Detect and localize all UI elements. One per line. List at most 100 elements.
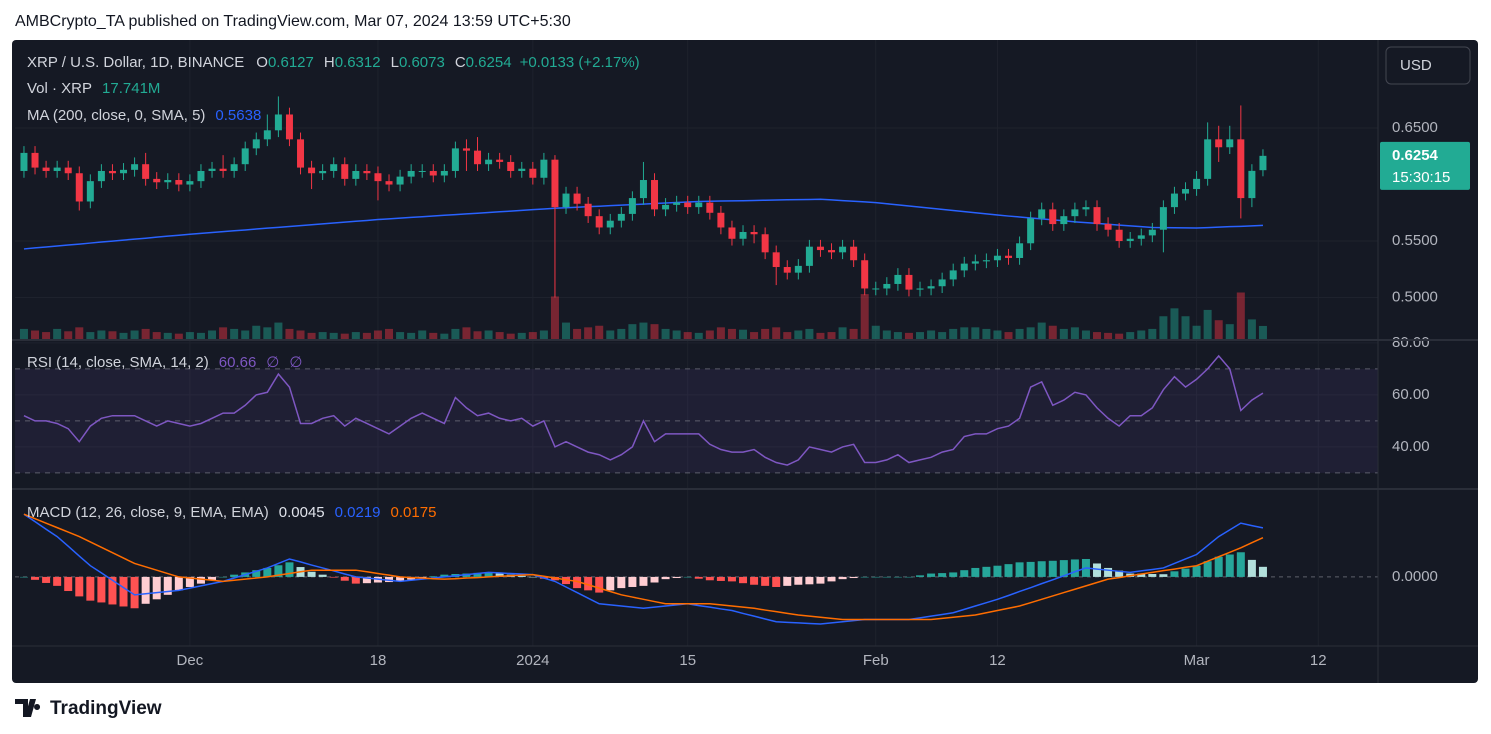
candle-body (828, 250, 836, 253)
currency-button[interactable] (1385, 46, 1471, 85)
histogram-bar (252, 570, 261, 577)
candle-body (374, 173, 382, 182)
candle-body (606, 220, 614, 228)
candle-body (352, 170, 360, 179)
candle-body (1016, 243, 1024, 258)
volume-bar (473, 331, 482, 340)
histogram-bar (949, 572, 958, 577)
histogram-bar (362, 576, 371, 584)
candle-body (717, 212, 725, 228)
volume-bar (1026, 327, 1035, 340)
histogram-bar (86, 576, 95, 601)
histogram-bar (761, 576, 770, 586)
volume-bar (108, 331, 117, 340)
volume-bar (683, 332, 692, 340)
histogram-bar (1015, 562, 1024, 577)
volume-bar (1126, 332, 1135, 340)
histogram-bar (141, 576, 150, 604)
candle-body (86, 181, 94, 202)
histogram-bar (484, 572, 493, 577)
y-tick-label: 80.00 (1392, 334, 1430, 351)
candle-body (1115, 229, 1123, 242)
volume-bar (716, 327, 725, 340)
histogram-bar (971, 567, 980, 577)
volume-bar (860, 294, 869, 340)
candle-body (1104, 224, 1112, 230)
volume-bar (362, 332, 371, 340)
volume-bar (904, 332, 913, 340)
volume-bar (152, 332, 161, 340)
volume-bar (1247, 319, 1256, 340)
candle-body (872, 288, 880, 290)
candle-body (1193, 178, 1201, 190)
volume-bar (783, 332, 792, 340)
volume-bar (772, 327, 781, 340)
histogram-bar (42, 576, 51, 583)
volume-bar (495, 332, 504, 340)
histogram-bar (794, 576, 803, 585)
volume-bar (628, 324, 637, 340)
candle-body (794, 265, 802, 273)
volume-bar (805, 328, 814, 340)
histogram-bar (31, 576, 40, 580)
candle-body (529, 168, 537, 178)
volume-bar (528, 332, 537, 340)
histogram-bar (163, 576, 172, 595)
macd-line (23, 513, 1264, 621)
histogram-bar (108, 576, 117, 605)
candle-body (274, 114, 282, 131)
candle-body (960, 263, 968, 271)
candle-body (1005, 255, 1013, 258)
histogram-bar (528, 576, 537, 578)
x-tick-label: Mar (1184, 652, 1210, 669)
histogram-bar (1070, 559, 1079, 577)
candle-body (1159, 207, 1167, 230)
histogram-bar (727, 576, 736, 582)
histogram-bar (827, 576, 836, 582)
candle-body (761, 234, 769, 253)
x-tick-label: Dec (177, 652, 204, 669)
candle-body (451, 148, 459, 171)
candle-body (75, 173, 83, 202)
candle-body (153, 178, 161, 183)
candle-body (31, 152, 39, 168)
ohlc-key: H (324, 54, 335, 71)
histogram-bar (174, 576, 183, 591)
last-price: 0.6254 (1392, 147, 1439, 164)
volume-bar (1115, 333, 1124, 340)
candle-body (905, 274, 913, 290)
volume-bar (672, 330, 681, 340)
candle-body (1215, 139, 1223, 148)
candle-body (1137, 235, 1145, 239)
volume-bar (75, 327, 84, 340)
volume-bar (562, 322, 571, 340)
candle-body (1182, 189, 1190, 194)
histogram-bar (1026, 561, 1035, 577)
volume-bar (31, 330, 40, 340)
candle-body (595, 216, 603, 228)
candle-body (230, 164, 238, 171)
candle-body (64, 167, 72, 174)
volume-bar (595, 325, 604, 340)
y-tick-label: 0.5000 (1392, 288, 1438, 305)
x-tick-label: 18 (370, 652, 387, 669)
volume-bar (739, 329, 748, 340)
histogram-bar (750, 576, 759, 585)
candle-body (883, 283, 891, 289)
candle-body (1093, 207, 1101, 225)
histogram-bar (893, 576, 902, 578)
histogram-bar (849, 576, 858, 579)
volume-bar (429, 332, 438, 340)
volume-bar (617, 328, 626, 340)
volume-bar (694, 332, 703, 340)
volume-bar (550, 296, 559, 340)
volume-bar (1159, 316, 1168, 340)
histogram-bar (1115, 570, 1124, 577)
volume-bar (1214, 320, 1223, 340)
candle-body (241, 148, 249, 165)
volume-bar (119, 332, 128, 340)
x-tick-label: 2024 (516, 652, 549, 669)
volume-bar (1181, 316, 1190, 340)
histogram-bar (1214, 556, 1223, 577)
symbol-title: XRP / U.S. Dollar, 1D, BINANCE (27, 54, 244, 71)
